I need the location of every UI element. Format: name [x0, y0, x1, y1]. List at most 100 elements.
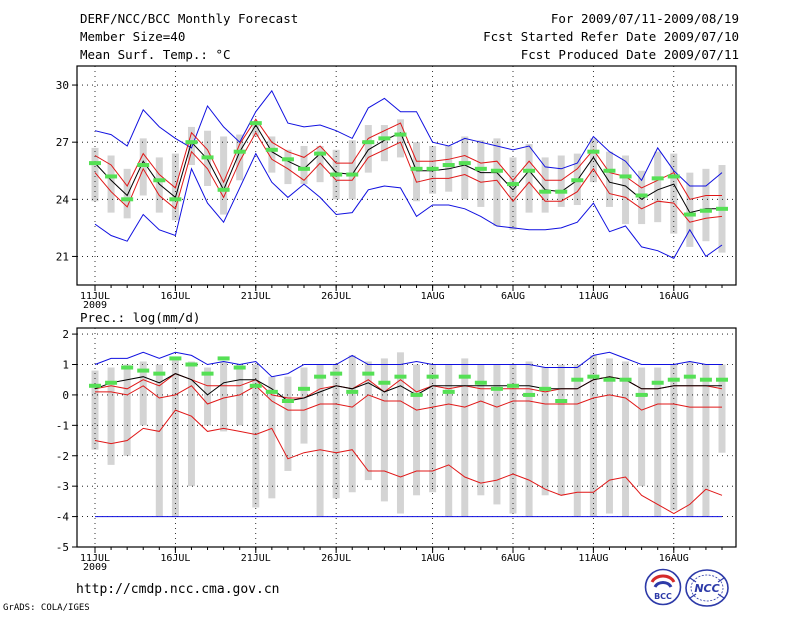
prec-observed-mark	[314, 374, 327, 379]
prec-observed-mark	[571, 377, 584, 382]
prec-observed-mark	[281, 399, 294, 403]
temp-ytick-label: 30	[56, 79, 69, 92]
temp-observed-mark	[523, 168, 536, 173]
temp-observed-mark	[667, 174, 680, 179]
temp-spread-bar	[91, 147, 99, 202]
temp-observed-mark	[716, 206, 728, 211]
prec-spread-bar	[252, 364, 260, 508]
prec-observed-mark	[298, 386, 310, 391]
temp-observed-mark	[426, 166, 439, 171]
bcc-logo-text: BCC	[654, 592, 672, 601]
temp-observed-mark	[507, 182, 519, 187]
prec-frame	[76, 327, 737, 548]
forecast-started-date: Fcst Started Refer Date 2009/07/10	[483, 29, 739, 44]
prec-observed-mark	[362, 371, 375, 376]
prec-ytick-label: -5	[56, 541, 69, 554]
temp-series-min	[94, 152, 723, 259]
ncc-logo-text: NCC	[694, 582, 719, 595]
prec-spread-bar	[171, 358, 179, 517]
prec-spread-bar	[654, 367, 662, 517]
temp-ytick-label: 21	[56, 250, 69, 263]
prec-observed-mark	[667, 377, 680, 382]
prec-spread-bar	[445, 364, 453, 517]
prec-spread-bar	[573, 364, 581, 517]
prec-ytick-label: -1	[56, 419, 69, 432]
prec-spread-bar	[525, 361, 533, 517]
temp-ytick-label: 27	[56, 136, 69, 149]
prec-observed-mark	[683, 374, 696, 379]
prec-observed-mark	[105, 380, 118, 385]
temp-observed-mark	[571, 178, 584, 183]
grads-credit: GrADS: COLA/IGES	[3, 603, 90, 613]
temp-observed-mark	[410, 166, 423, 171]
footer-url[interactable]: http://cmdp.ncc.cma.gov.cn	[76, 582, 280, 597]
prec-observed-mark	[89, 383, 101, 388]
prec-spread-bar	[268, 376, 276, 499]
prec-spread-bar	[605, 358, 613, 514]
prec-observed-mark	[474, 380, 487, 385]
temp-xtick-label: 16JUL	[160, 291, 190, 302]
forecast-produced-date: Fcst Produced Date 2009/07/11	[520, 47, 739, 62]
temp-observed-mark	[233, 149, 246, 154]
prec-observed-mark	[121, 365, 134, 370]
prec-spread-bar	[589, 355, 597, 517]
temp-spread-bar	[557, 155, 565, 207]
prec-series-max	[94, 351, 722, 378]
prec-spread-bar	[702, 364, 710, 517]
temp-spread-bar	[123, 168, 131, 219]
prec-spread-bar	[509, 364, 517, 514]
temp-observed-mark	[362, 140, 375, 145]
temp-observed-mark	[121, 197, 134, 202]
temp-xtick-label: 6AUG	[501, 291, 525, 302]
prec-observed-mark	[137, 368, 150, 373]
temp-observed-mark	[346, 172, 359, 177]
prec-observed-mark	[153, 371, 166, 376]
temp-xtick-label: 11AUG	[578, 291, 608, 302]
temp-spread-bar	[396, 119, 404, 158]
prec-spread-bar	[300, 367, 308, 444]
temp-observed-mark	[153, 178, 166, 183]
prec-spread-bar	[220, 361, 228, 432]
prec-spread-bar	[670, 364, 678, 511]
temp-observed-mark	[249, 121, 262, 126]
prec-observed-mark	[539, 386, 552, 391]
prec-observed-mark	[603, 377, 616, 382]
temp-panel: 21 24 27 30 11JUL 16JUL 21JUL 26JUL 1AUG 6AUG 11AU…	[56, 65, 737, 311]
prec-spread-bar	[718, 364, 726, 453]
temp-spread-bar	[187, 126, 195, 166]
prec-observed-mark	[346, 389, 359, 394]
temp-spread-bar	[477, 140, 485, 207]
prec-observed-mark	[490, 386, 503, 391]
temp-spread-bar	[589, 138, 597, 183]
temp-observed-mark	[185, 140, 198, 145]
temp-observed-mark	[281, 157, 294, 162]
prec-xtick-label: 1AUG	[421, 553, 445, 564]
prec-spread-bar	[380, 358, 388, 502]
prec-xtick-label: 11AUG	[578, 553, 608, 564]
temp-observed-mark	[314, 151, 327, 156]
temp-observed-mark	[603, 168, 616, 173]
temp-spread-bar	[348, 140, 356, 200]
temp-spread-bar	[316, 145, 324, 183]
prec-xtick-label: 16AUG	[659, 553, 689, 564]
prec-observed-mark	[555, 399, 568, 403]
prec-spread-bar	[107, 367, 115, 465]
temp-observed-mark	[587, 149, 600, 154]
temp-spread-bar	[670, 153, 678, 234]
prec-panel-title: Prec.: log(mm/d)	[80, 310, 200, 325]
prec-spread-bar	[493, 364, 501, 505]
variable-label: Mean Surf. Temp.: °C	[80, 47, 231, 62]
temp-spread-bar	[380, 125, 388, 162]
prec-observed-mark	[458, 374, 471, 379]
prec-spread-bar	[396, 352, 404, 514]
temp-observed-mark	[442, 163, 455, 168]
temp-xtick-label: 11JUL	[80, 291, 110, 302]
prec-xtick-label: 21JUL	[241, 553, 271, 564]
temp-observed-mark	[651, 176, 664, 181]
prec-spread-bar	[91, 370, 99, 450]
temp-observed-mark	[169, 197, 182, 202]
prec-spread-bar	[139, 361, 147, 426]
prec-observed-mark	[169, 356, 182, 361]
temp-series-upper	[94, 118, 722, 200]
temp-observed-mark	[619, 174, 632, 179]
